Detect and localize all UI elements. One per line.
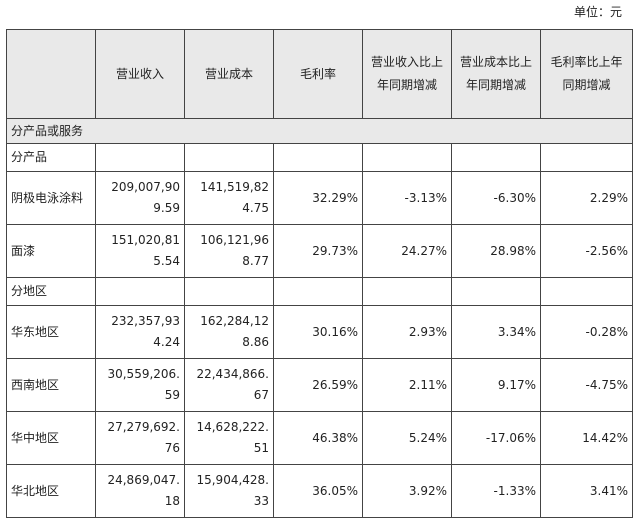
revenue-cell: 151,020,815.54 <box>95 224 185 278</box>
margin-change-cell: 3.41% <box>540 464 633 518</box>
margin-cell: 36.05% <box>273 464 363 518</box>
revenue-cell: 30,559,206.59 <box>95 358 185 412</box>
header-cell: 毛利率 <box>273 29 363 119</box>
row-name: 西南地区 <box>6 358 96 412</box>
margin-change-cell: -0.28% <box>540 305 633 359</box>
rev-change-cell: 2.11% <box>362 358 452 412</box>
header-cell: 营业成本比上年同期增减 <box>451 29 541 119</box>
rev-change-cell: 2.93% <box>362 305 452 359</box>
header-cell: 营业收入 <box>95 29 185 119</box>
group-label: 分产品 <box>6 143 96 172</box>
margin-change-cell: 2.29% <box>540 171 633 225</box>
margin-cell: 30.16% <box>273 305 363 359</box>
row-name: 华东地区 <box>6 305 96 359</box>
margin-change-cell: -4.75% <box>540 358 633 412</box>
group-row: 分产品 <box>6 143 633 172</box>
revenue-cell: 24,869,047.18 <box>95 464 185 518</box>
cost-change-cell: -17.06% <box>451 411 541 465</box>
revenue-cell: 27,279,692.76 <box>95 411 185 465</box>
unit-label: 单位：元 <box>573 5 622 19</box>
header-row: 营业收入 营业成本 毛利率 营业收入比上年同期增减 营业成本比上年同期增减 毛利… <box>6 29 633 119</box>
margin-change-cell: 14.42% <box>540 411 633 465</box>
cost-change-cell: 28.98% <box>451 224 541 278</box>
cost-cell: 162,284,128.86 <box>184 305 274 359</box>
cost-cell: 141,519,824.75 <box>184 171 274 225</box>
revenue-cell: 209,007,909.59 <box>95 171 185 225</box>
cost-cell: 22,434,866.67 <box>184 358 274 412</box>
group-label: 分地区 <box>6 277 96 306</box>
table-row: 华中地区 27,279,692.76 14,628,222.51 46.38% … <box>6 411 633 465</box>
cost-cell: 14,628,222.51 <box>184 411 274 465</box>
row-name: 华北地区 <box>6 464 96 518</box>
header-cell <box>6 29 96 119</box>
cost-change-cell: 3.34% <box>451 305 541 359</box>
margin-cell: 26.59% <box>273 358 363 412</box>
rev-change-cell: -3.13% <box>362 171 452 225</box>
row-name: 阴极电泳涂料 <box>6 171 96 225</box>
table-row: 西南地区 30,559,206.59 22,434,866.67 26.59% … <box>6 358 633 412</box>
header-cell: 营业收入比上年同期增减 <box>362 29 452 119</box>
table-row: 华东地区 232,357,934.24 162,284,128.86 30.16… <box>6 305 633 359</box>
table-row: 面漆 151,020,815.54 106,121,968.77 29.73% … <box>6 224 633 278</box>
table-row: 华北地区 24,869,047.18 15,904,428.33 36.05% … <box>6 464 633 518</box>
rev-change-cell: 3.92% <box>362 464 452 518</box>
header-cell: 毛利率比上年同期增减 <box>540 29 633 119</box>
margin-cell: 46.38% <box>273 411 363 465</box>
cost-cell: 15,904,428.33 <box>184 464 274 518</box>
group-row: 分地区 <box>6 277 633 306</box>
section-row: 分产品或服务 <box>6 118 633 144</box>
row-name: 面漆 <box>6 224 96 278</box>
cost-change-cell: -6.30% <box>451 171 541 225</box>
row-name: 华中地区 <box>6 411 96 465</box>
margin-change-cell: -2.56% <box>540 224 633 278</box>
section-title: 分产品或服务 <box>6 118 633 144</box>
margin-cell: 29.73% <box>273 224 363 278</box>
margin-cell: 32.29% <box>273 171 363 225</box>
header-cell: 营业成本 <box>184 29 274 119</box>
cost-change-cell: 9.17% <box>451 358 541 412</box>
cost-cell: 106,121,968.77 <box>184 224 274 278</box>
revenue-cell: 232,357,934.24 <box>95 305 185 359</box>
rev-change-cell: 24.27% <box>362 224 452 278</box>
revenue-table: 营业收入 营业成本 毛利率 营业收入比上年同期增减 营业成本比上年同期增减 毛利… <box>6 29 633 518</box>
table-row: 阴极电泳涂料 209,007,909.59 141,519,824.75 32.… <box>6 171 633 225</box>
cost-change-cell: -1.33% <box>451 464 541 518</box>
rev-change-cell: 5.24% <box>362 411 452 465</box>
